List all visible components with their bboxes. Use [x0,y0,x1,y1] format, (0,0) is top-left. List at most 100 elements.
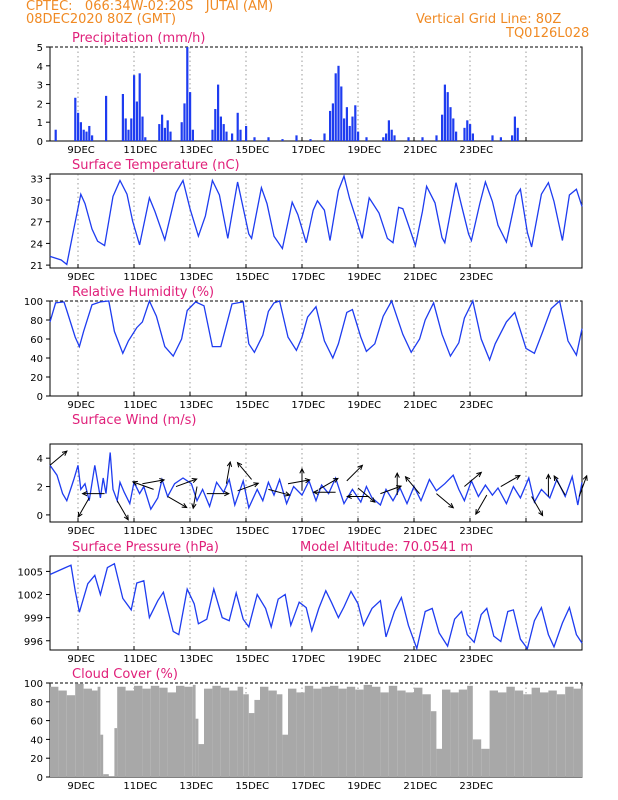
wind-arrow [175,478,197,488]
cloud-bar [472,739,482,777]
x-tick-label: 13DEC [179,400,213,411]
cloud-bar [117,686,126,777]
precip-bar [186,47,189,141]
cloud-bar [192,684,196,777]
wind-arrow-head [538,510,544,517]
precip-bar [222,124,225,141]
x-tick-label: 17DEC [291,526,325,537]
y-tick-label: 1 [37,118,43,129]
x-tick-label: 13DEC [179,526,213,537]
precip-bar [141,116,144,141]
x-tick-label: 19DEC [347,781,381,792]
y-tick-label: 60 [30,717,43,728]
wind-arrow [287,479,310,485]
precip-bar [387,120,390,141]
panel-5: 0 20 40 60 80 100 9DEC 11DEC 13DEC 15DEC 17DEC 19DE… [24,667,583,792]
cloud-bar [254,699,260,777]
cloud-bar [514,690,524,777]
precip-bar [354,105,357,141]
wind-arrow [464,472,482,487]
wind-arrow [49,450,68,466]
series-line [49,562,583,651]
x-tick-label: 9DEC [67,526,94,537]
cloud-bar [414,687,423,777]
precip-bar [334,73,337,141]
y-tick-label: 0 [37,392,43,403]
x-tick-label: 19DEC [347,400,381,411]
x-tick-label: 11DEC [123,781,157,792]
wind-arrow-head [123,514,129,521]
wind-arrow [475,494,488,515]
cloud-bar [363,684,372,777]
precip-bar [323,133,326,141]
x-tick-label: 23DEC [459,654,493,665]
precip-bar [343,118,346,141]
cloud-bar [531,687,540,777]
precip-bar [357,131,360,141]
x-tick-label: 19DEC [347,654,381,665]
precip-bar [236,112,239,141]
panel-frame [49,173,583,269]
precip-bar [435,135,438,141]
panel-title: Cloud Cover (%) [72,667,178,682]
y-tick-label: 2 [37,483,43,494]
cloud-bar [229,690,238,777]
precip-bar [382,137,385,141]
x-tick-label: 15DEC [235,654,269,665]
cloud-bar [100,734,104,777]
precip-bar [91,135,94,141]
wind-arrow-head [332,477,339,483]
y-tick-label: 3 [37,81,43,92]
precip-bar [331,103,334,141]
wind-arrow [346,464,363,482]
precip-bar [88,125,91,141]
cloud-bar [159,687,168,777]
cloud-bar [405,692,414,777]
wind-arrow [500,475,521,487]
wind-arrow-head [396,485,403,491]
cloud-bar [83,688,92,777]
panel-frame [49,300,583,397]
precip-bar [449,107,452,141]
cloud-bar [436,748,442,777]
precip-bar [513,116,516,141]
cloud-bar [58,690,67,777]
panel-2: 0 20 40 60 80 100 9DEC 11DEC 13DEC 15DEC 17DEC 19DE… [24,285,583,411]
cloud-bar [573,688,582,777]
cloud-bar [184,686,193,777]
cloud-bar [506,686,515,777]
y-tick-label: 20 [30,373,43,384]
cloud-bar [498,692,507,777]
x-tick-label: 9DEC [67,654,94,665]
x-tick-label: 9DEC [67,400,94,411]
wind-arrow [436,493,454,509]
wind-arrow [237,482,259,492]
x-tick-label: 21DEC [403,272,437,283]
y-tick-label: 0 [37,511,43,522]
header-location: CPTEC: 066:34W-02:20S JUTAI (AM) [26,0,274,14]
x-tick-label: 23DEC [459,145,493,156]
wind-arrow [553,475,566,496]
cloud-bar [248,713,255,777]
cloud-bar [321,686,330,777]
cloud-bar [75,683,84,777]
wind-arrow-head [61,450,68,456]
x-tick-label: 9DEC [67,145,94,156]
precip-bar [516,127,519,141]
cloud-bar [220,687,230,777]
cloud-bar [108,776,115,777]
cloud-bar [50,686,59,777]
y-tick-label: 5 [37,43,43,54]
precip-bar [121,94,124,141]
y-tick-label: 100 [24,679,43,690]
panel-title: Surface Pressure (hPa) [72,540,219,555]
wind-arrow-head [553,474,559,482]
x-tick-label: 19DEC [347,272,381,283]
y-tick-label: 4 [37,454,43,465]
x-tick-label: 23DEC [459,400,493,411]
x-tick-label: 15DEC [235,781,269,792]
cloud-bar [198,744,204,777]
y-tick-label: 2 [37,99,43,110]
cloud-bar [430,711,437,777]
series-line [49,452,583,511]
